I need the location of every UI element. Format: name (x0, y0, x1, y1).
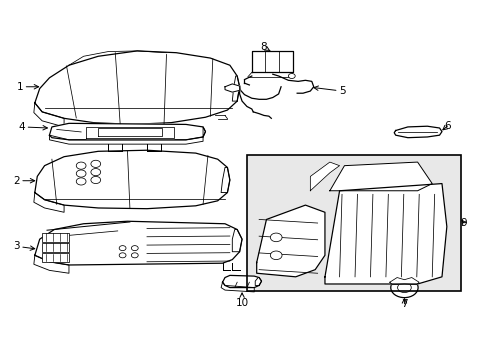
Polygon shape (35, 221, 242, 265)
Circle shape (390, 278, 417, 298)
Polygon shape (329, 162, 431, 191)
Polygon shape (35, 150, 229, 209)
Circle shape (76, 162, 86, 169)
Bar (246, 155, 461, 291)
Polygon shape (203, 127, 205, 137)
Circle shape (131, 253, 138, 258)
Circle shape (288, 73, 295, 78)
Text: 2: 2 (14, 176, 35, 186)
Polygon shape (325, 184, 446, 284)
Text: 1: 1 (17, 82, 39, 92)
Circle shape (270, 233, 282, 242)
Bar (246, 155, 461, 291)
Text: 5: 5 (313, 86, 345, 96)
Polygon shape (222, 275, 261, 288)
Text: 4: 4 (19, 122, 47, 132)
Circle shape (91, 168, 101, 176)
Polygon shape (86, 127, 173, 138)
Polygon shape (221, 282, 254, 292)
Text: 6: 6 (442, 121, 450, 131)
Polygon shape (221, 167, 229, 193)
Polygon shape (232, 229, 242, 252)
Text: 3: 3 (14, 241, 35, 251)
Text: 9: 9 (460, 218, 466, 228)
Polygon shape (224, 84, 239, 92)
Polygon shape (35, 51, 239, 125)
Text: 7: 7 (400, 299, 407, 309)
Circle shape (76, 178, 86, 185)
Circle shape (131, 246, 138, 251)
Circle shape (91, 160, 101, 167)
Polygon shape (34, 103, 64, 127)
Polygon shape (232, 76, 239, 101)
Polygon shape (49, 123, 205, 140)
Polygon shape (251, 51, 293, 72)
Polygon shape (393, 126, 441, 138)
Polygon shape (34, 255, 69, 273)
Polygon shape (389, 278, 418, 285)
Polygon shape (49, 135, 203, 144)
Polygon shape (256, 205, 325, 277)
Circle shape (270, 251, 282, 260)
Polygon shape (98, 129, 161, 136)
FancyBboxPatch shape (42, 243, 69, 252)
Text: 8: 8 (260, 42, 269, 52)
Circle shape (397, 283, 410, 293)
FancyBboxPatch shape (42, 233, 69, 242)
Polygon shape (34, 193, 64, 212)
Circle shape (119, 253, 126, 258)
FancyBboxPatch shape (42, 253, 69, 262)
Circle shape (119, 246, 126, 251)
Polygon shape (310, 162, 339, 191)
Circle shape (76, 170, 86, 177)
Circle shape (91, 176, 101, 184)
Text: 10: 10 (235, 293, 248, 308)
Polygon shape (255, 278, 261, 285)
